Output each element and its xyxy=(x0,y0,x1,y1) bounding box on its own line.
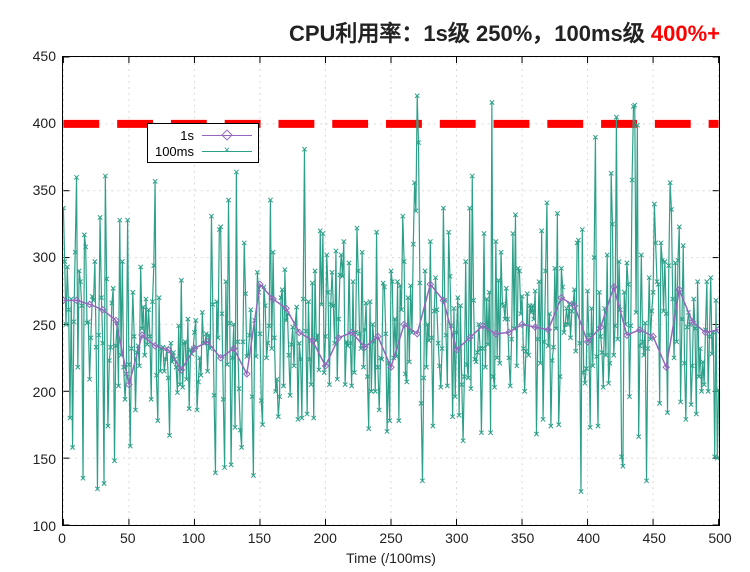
x-tick-label: 100 xyxy=(182,530,205,546)
legend-sample-1s xyxy=(202,128,252,142)
legend-item-1s: 1s xyxy=(154,127,252,143)
x-tick-label: 400 xyxy=(577,530,600,546)
legend: 1s 100ms × xyxy=(147,123,259,163)
x-tick-label: 350 xyxy=(511,530,534,546)
cpu-utilization-chart: CPU利用率：1s级 250%，100ms级 400%+ 1s 100ms × … xyxy=(0,0,750,572)
y-tick-label: 200 xyxy=(16,384,56,400)
x-tick-label: 450 xyxy=(643,530,666,546)
plot-area: 1s 100ms × xyxy=(62,56,720,526)
y-tick-label: 100 xyxy=(16,518,56,534)
chart-title: CPU利用率：1s级 250%，100ms级 400%+ xyxy=(0,16,720,48)
x-axis-label: Time (/100ms) xyxy=(62,550,720,566)
x-tick-label: 150 xyxy=(248,530,271,546)
legend-label-1s: 1s xyxy=(154,128,198,143)
chart-title-accent: 400%+ xyxy=(651,21,720,46)
y-tick-label: 400 xyxy=(16,115,56,131)
y-tick-label: 450 xyxy=(16,48,56,64)
y-tick-label: 150 xyxy=(16,451,56,467)
y-tick-label: 300 xyxy=(16,249,56,265)
x-tick-label: 500 xyxy=(708,530,731,546)
y-tick-label: 350 xyxy=(16,182,56,198)
chart-title-main: CPU利用率：1s级 250%，100ms级 xyxy=(289,21,651,46)
x-tick-label: 250 xyxy=(379,530,402,546)
x-tick-label: 50 xyxy=(120,530,136,546)
x-tick-label: 300 xyxy=(445,530,468,546)
x-tick-label: 200 xyxy=(314,530,337,546)
x-tick-label: 0 xyxy=(58,530,66,546)
legend-label-100ms: 100ms xyxy=(154,144,198,159)
legend-sample-100ms: × xyxy=(202,144,252,158)
y-tick-label: 250 xyxy=(16,317,56,333)
legend-item-100ms: 100ms × xyxy=(154,143,252,159)
